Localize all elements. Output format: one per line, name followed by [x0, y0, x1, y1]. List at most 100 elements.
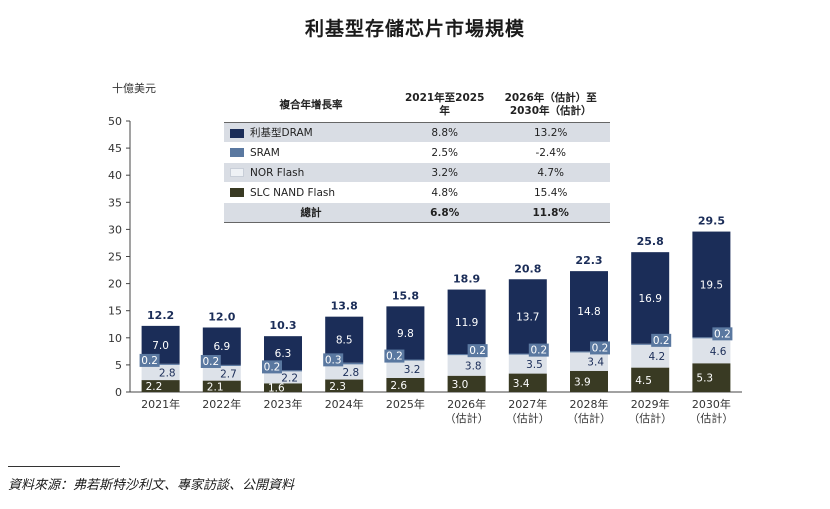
data-label: 2.7 — [220, 368, 237, 380]
bar-segment — [570, 271, 608, 352]
cagr-value: 4.8% — [397, 182, 492, 203]
cagr-table-header: 複合年增長率 2021年至2025年 2026年（估計）至 2030年（估計） — [224, 88, 610, 123]
x-tick-sublabel: （估計） — [567, 411, 611, 425]
bar-segment — [264, 370, 302, 372]
bar-segment — [570, 352, 608, 371]
source-note: 資料來源：弗若斯特沙利文、專家訪談、公開資料 — [8, 478, 295, 493]
cagr-row-nor: NOR Flash 3.2% 4.7% — [224, 162, 610, 183]
bar-segment — [447, 289, 486, 355]
y-tick-label: 35 — [108, 196, 122, 209]
data-label: 5.3 — [696, 373, 713, 385]
bar-segment — [692, 338, 731, 364]
total-label: 18.9 — [453, 273, 480, 286]
cagr-row-name: SLC NAND Flash — [250, 186, 336, 199]
cagr-table: 複合年增長率 2021年至2025年 2026年（估計）至 2030年（估計） 利… — [224, 88, 610, 223]
sram-label-box — [262, 360, 282, 374]
data-label: 3.9 — [574, 376, 591, 388]
bar-segment — [631, 367, 670, 392]
cagr-row-label: SRAM — [224, 142, 398, 163]
cagr-value: 4.7% — [491, 162, 610, 183]
bar-segment — [386, 359, 425, 361]
data-label: 3.2 — [404, 364, 421, 376]
bar-segment — [631, 252, 670, 344]
cagr-header-period2: 2026年（估計）至 2030年（估計） — [491, 88, 610, 123]
data-label: 3.4 — [513, 378, 530, 390]
bar-segment — [692, 231, 731, 338]
total-label: 10.3 — [269, 319, 296, 332]
bar-segment — [447, 354, 486, 356]
x-tick-label: 2021年 — [141, 397, 180, 411]
total-label: 12.2 — [147, 309, 174, 322]
x-tick-label: 2023年 — [264, 397, 303, 411]
data-label: 6.9 — [213, 341, 230, 353]
data-label: 2.2 — [281, 372, 298, 384]
data-label: 2.1 — [207, 381, 224, 393]
y-tick-label: 40 — [108, 169, 122, 182]
data-label: 0.2 — [592, 342, 609, 354]
cagr-value: -2.4% — [491, 142, 610, 163]
sram-label-box — [467, 344, 488, 358]
bar-segment — [264, 383, 302, 392]
cagr-row-label: 利基型DRAM — [224, 122, 398, 143]
bar-segment — [264, 371, 302, 384]
sram-label-box — [139, 353, 160, 367]
cagr-value: 3.2% — [397, 162, 492, 183]
bar-segment — [570, 351, 608, 353]
bar-segment — [447, 355, 486, 376]
bar-segment — [325, 379, 364, 392]
data-label: 0.2 — [264, 361, 281, 373]
sram-label-box — [323, 353, 344, 367]
data-label: 14.8 — [577, 306, 600, 318]
data-label: 6.3 — [275, 348, 292, 360]
x-tick-label: 2030年 — [692, 397, 731, 411]
data-label: 0.2 — [386, 351, 403, 363]
data-label: 0.2 — [469, 345, 486, 357]
data-label: 19.5 — [700, 279, 723, 291]
bar-segment — [325, 364, 364, 380]
x-tick-sublabel: （估計） — [506, 411, 550, 425]
legend-swatch-dram — [230, 128, 244, 138]
total-label: 12.0 — [208, 311, 235, 324]
bar-segment — [325, 362, 364, 365]
data-label: 0.2 — [714, 328, 731, 340]
y-tick-label: 15 — [108, 305, 122, 318]
stacked-bar-chart: 051015202530354045502.22.80.27.012.22021… — [108, 115, 742, 425]
data-label: 2.8 — [159, 367, 176, 379]
bar-segment — [141, 363, 180, 365]
cagr-row-name: 利基型DRAM — [250, 127, 313, 139]
data-label: 0.2 — [653, 335, 670, 347]
x-tick-label: 2025年 — [386, 397, 425, 411]
total-label: 22.3 — [575, 254, 602, 267]
total-label: 29.5 — [698, 215, 725, 228]
x-tick-label: 2026年 — [447, 397, 486, 411]
bar-segment — [508, 353, 547, 355]
bar-segment — [508, 373, 547, 392]
data-label: 0.3 — [325, 354, 342, 366]
cagr-header-period1: 2021年至2025年 — [397, 88, 492, 123]
cagr-row-label: NOR Flash — [224, 162, 398, 183]
cagr-header-label: 複合年增長率 — [224, 88, 398, 123]
data-label: 3.5 — [526, 359, 543, 371]
data-label: 2.3 — [329, 381, 346, 393]
y-axis-unit-label: 十億美元 — [112, 82, 156, 95]
bar-segment — [202, 380, 241, 392]
cagr-row-name: SRAM — [250, 146, 280, 159]
y-tick-label: 50 — [108, 115, 122, 128]
chart-title: 利基型存儲芯片市場規模 — [304, 18, 525, 40]
data-label: 9.8 — [397, 328, 414, 340]
sram-label-box — [712, 327, 733, 341]
y-tick-label: 10 — [108, 332, 122, 345]
x-tick-label: 2027年 — [508, 397, 547, 411]
sram-label-box — [528, 343, 549, 357]
cagr-row-total: 總計 6.8% 11.8% — [224, 202, 610, 223]
data-label: 2.2 — [146, 381, 163, 393]
bar-segment — [386, 360, 425, 378]
data-label: 8.5 — [336, 335, 353, 347]
sram-label-box — [651, 333, 672, 347]
cagr-value: 2.5% — [397, 142, 492, 163]
y-tick-label: 5 — [115, 359, 122, 372]
legend-swatch-slc-nand — [230, 188, 244, 197]
bar-segment — [692, 337, 731, 339]
data-label: 3.8 — [465, 360, 482, 372]
data-label: 2.6 — [390, 380, 407, 392]
